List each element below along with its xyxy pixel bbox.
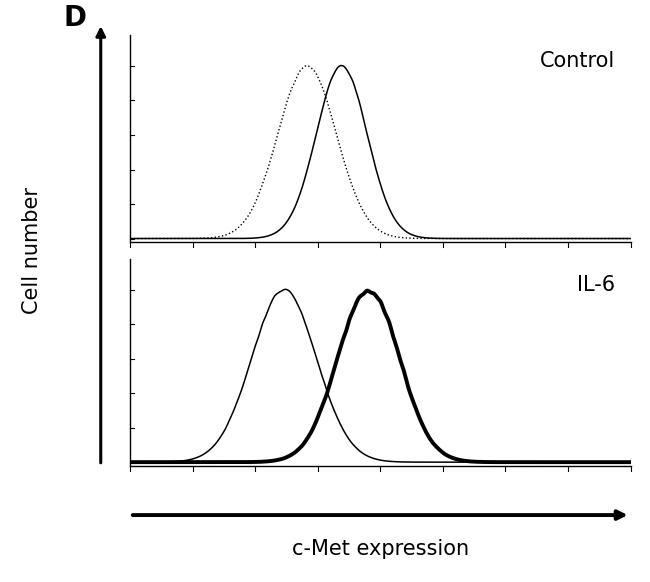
Text: IL-6: IL-6 bbox=[577, 275, 616, 295]
Text: Cell number: Cell number bbox=[23, 187, 42, 314]
Text: Control: Control bbox=[540, 51, 616, 72]
Text: D: D bbox=[63, 4, 86, 32]
Text: c-Met expression: c-Met expression bbox=[292, 539, 469, 559]
